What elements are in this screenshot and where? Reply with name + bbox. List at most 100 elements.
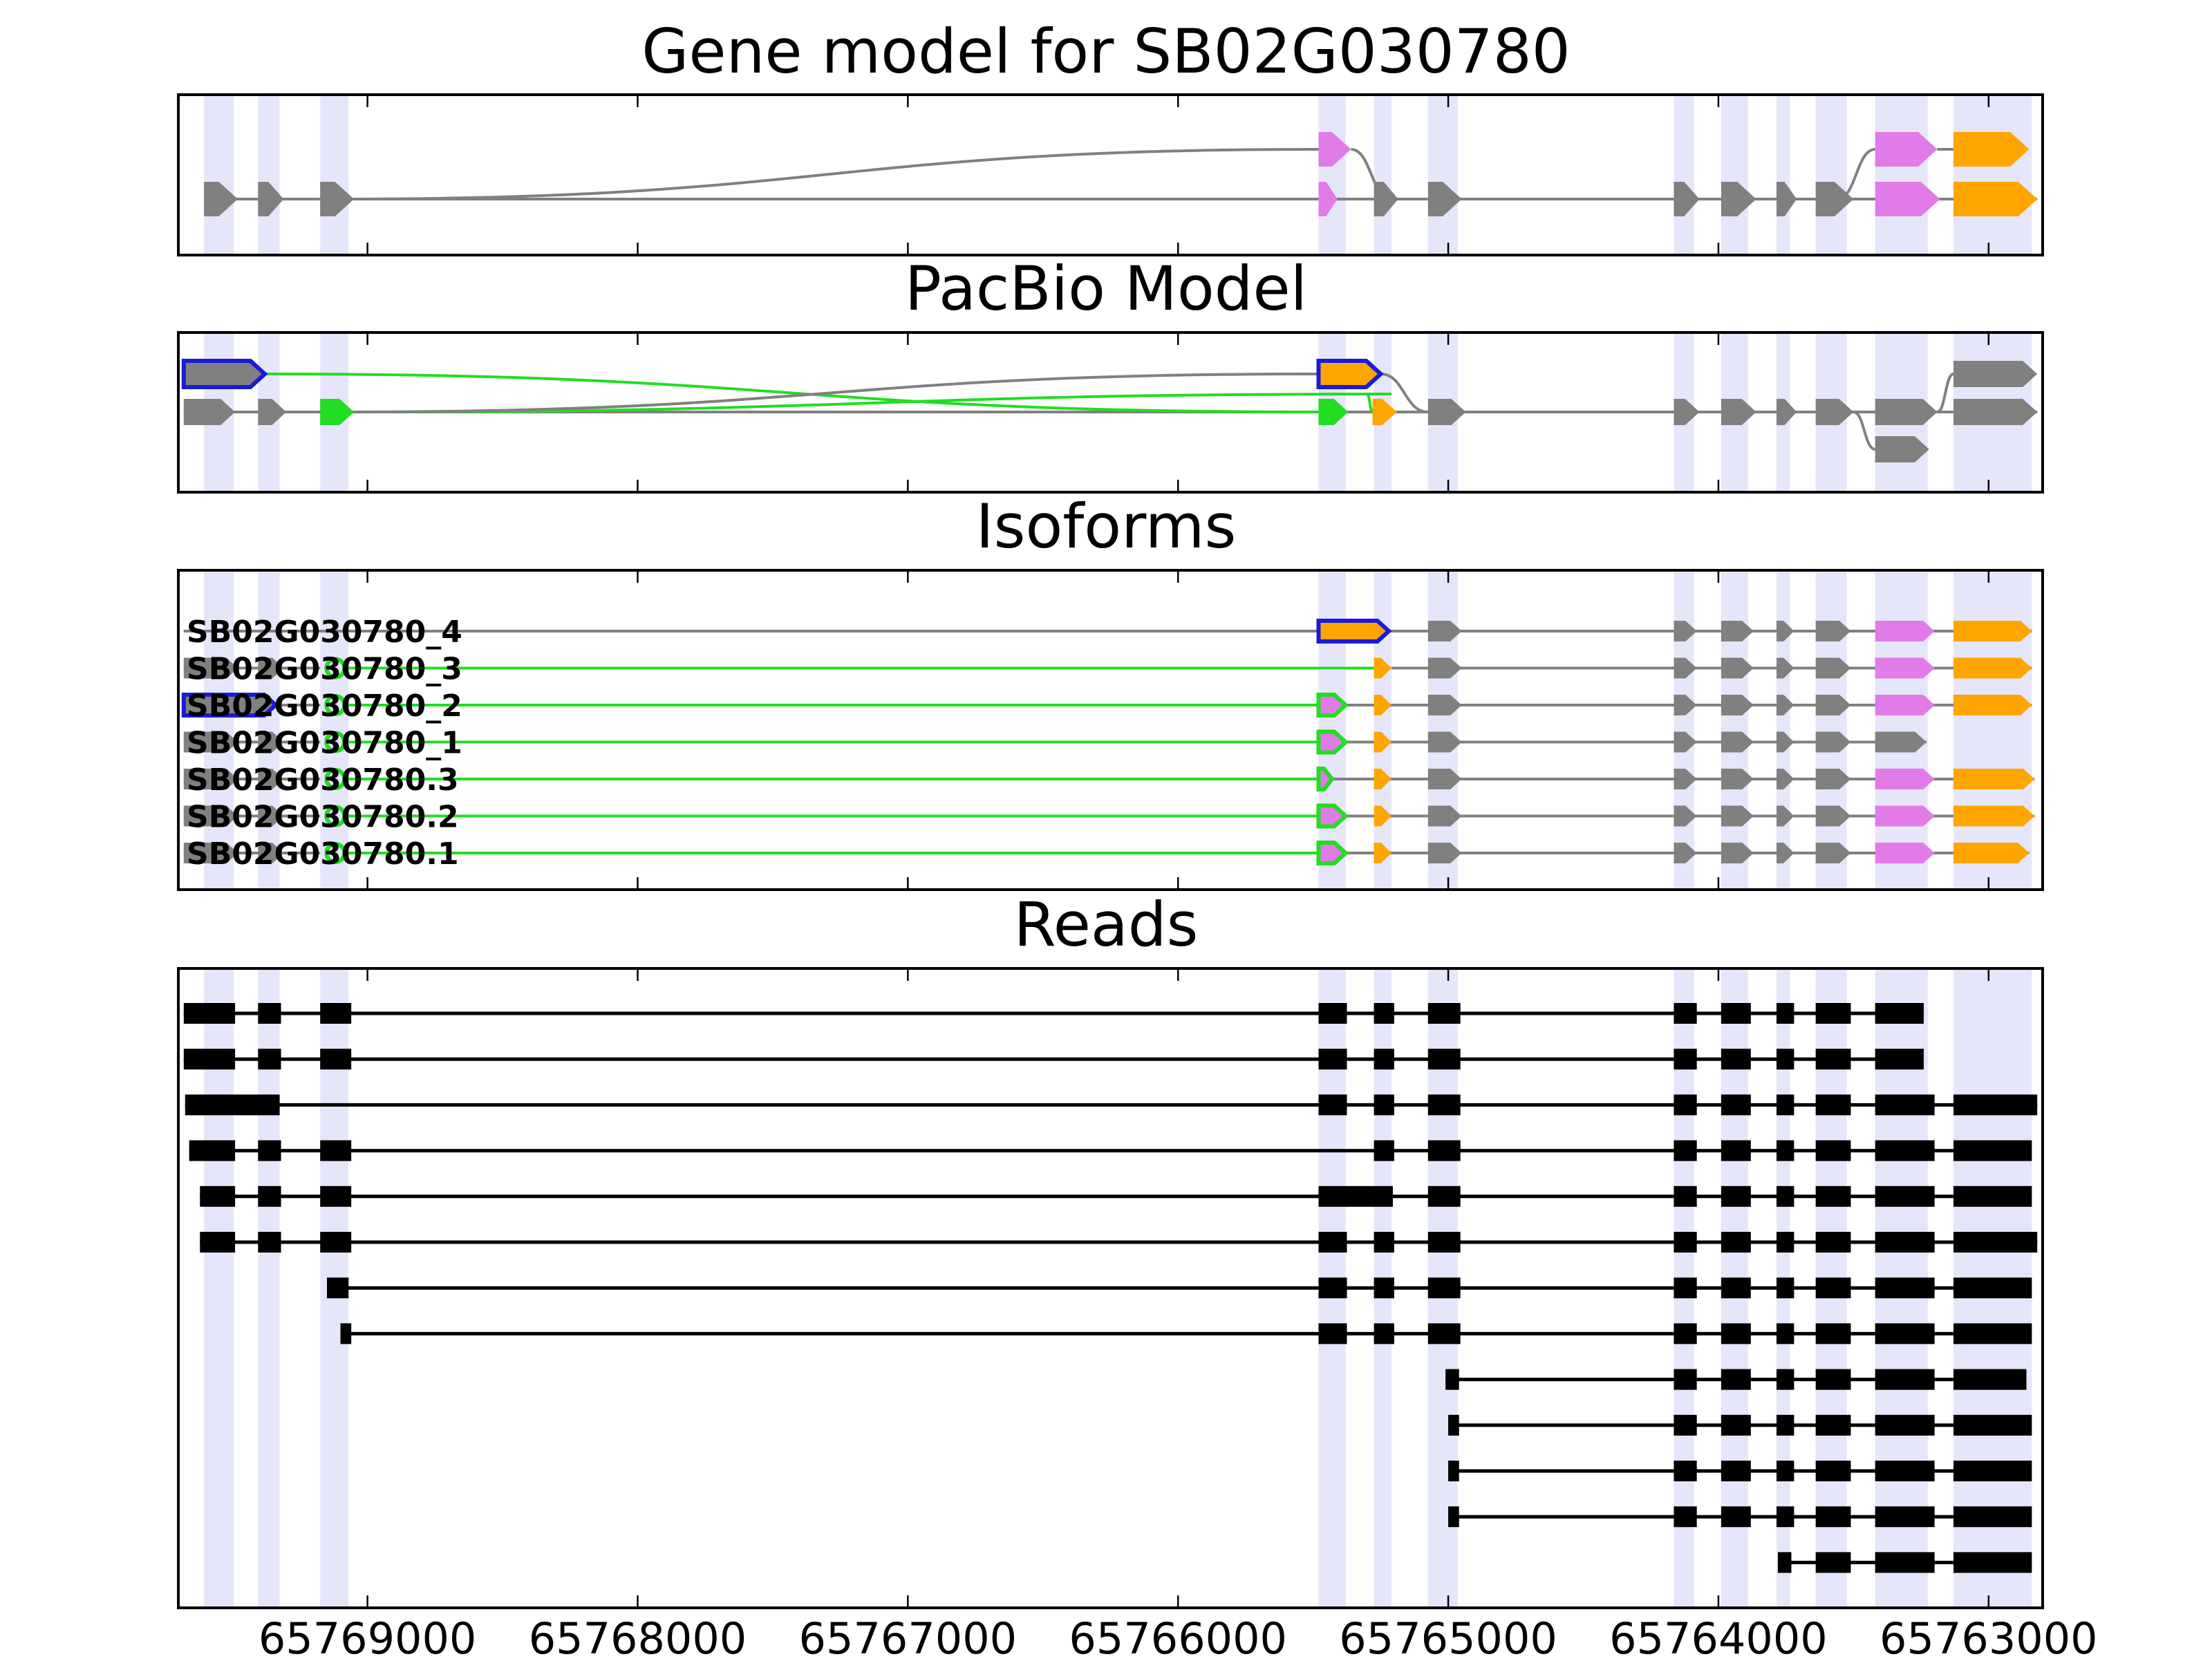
isoform-label: SB02G030780_4 <box>187 615 462 650</box>
exon-arrow <box>258 769 284 789</box>
novel-exon-marker <box>324 842 347 864</box>
exon-arrow <box>1721 621 1754 641</box>
exon-shade-band <box>258 968 280 1608</box>
novel-splice-junction <box>354 393 1392 413</box>
read-block <box>1815 1414 1851 1436</box>
isoform-label: SB02G030780.2 <box>187 800 459 835</box>
exon-arrow <box>1777 731 1794 753</box>
exon-arrow <box>1316 729 1349 755</box>
exon-arrow <box>1875 132 1938 167</box>
read-block <box>1875 1185 1935 1207</box>
read-block <box>1815 1369 1851 1390</box>
exon-arrow <box>1953 361 2038 387</box>
read-block <box>258 1185 281 1207</box>
exon-arrow <box>258 182 284 216</box>
read-block <box>1815 1140 1851 1161</box>
exon-arrow <box>1777 399 1797 425</box>
exon-arrow <box>1318 182 1338 216</box>
exon-arrow <box>183 805 238 827</box>
exon-arrow <box>183 731 238 753</box>
exon-arrow <box>1815 399 1854 425</box>
read-block <box>1674 1277 1697 1299</box>
read-block <box>1875 1369 1935 1390</box>
exon-arrow <box>1427 621 1462 641</box>
exon-arrow <box>1953 182 2038 216</box>
exon-arrow <box>1815 695 1851 715</box>
exon-arrow <box>1427 657 1462 679</box>
splice-junction <box>340 373 1319 413</box>
read-block <box>320 1049 352 1070</box>
read-block <box>326 1277 349 1299</box>
read-block <box>1374 1323 1394 1344</box>
reads-frame <box>177 967 2044 1609</box>
read-block <box>1721 1049 1751 1070</box>
read-block <box>1875 1277 1935 1299</box>
read-block <box>1875 1049 1924 1070</box>
exon-shade-band <box>204 95 234 255</box>
exon-arrow <box>1372 399 1397 425</box>
read-block <box>1721 1185 1751 1207</box>
gene-model-panel <box>177 93 2044 256</box>
splice-junction <box>1936 373 1954 413</box>
read-block <box>1318 1003 1347 1024</box>
exon-arrow <box>1721 769 1754 789</box>
read-block <box>1875 1140 1935 1161</box>
read-block <box>1448 1506 1459 1528</box>
exon-arrow <box>1777 843 1794 863</box>
exon-arrow <box>1721 843 1754 863</box>
exon-arrow <box>320 182 355 216</box>
exon-arrow <box>1427 731 1462 753</box>
exon-arrow <box>1721 399 1756 425</box>
read-block <box>1776 1003 1794 1024</box>
exon-shade-band <box>1374 570 1392 890</box>
exon-shade-band <box>1953 95 2032 255</box>
read-block <box>1318 1049 1347 1070</box>
read-block <box>1374 1094 1394 1116</box>
novel-exon-marker <box>324 768 347 790</box>
exon-shade-band <box>1953 570 2032 890</box>
read-block <box>1815 1461 1851 1481</box>
read-block <box>1953 1232 2038 1253</box>
read-block <box>1953 1461 2032 1481</box>
read-block <box>200 1232 236 1253</box>
exon-shade-band <box>1318 95 1346 255</box>
exon-arrow <box>1318 399 1349 425</box>
read-block <box>1815 1277 1851 1299</box>
read-block <box>1674 1140 1697 1161</box>
exon-arrow <box>1953 695 2032 715</box>
exon-arrow <box>258 805 284 827</box>
read-block <box>1776 1323 1794 1344</box>
read-block <box>1815 1094 1851 1116</box>
read-block <box>1815 1506 1851 1528</box>
read-block <box>320 1140 352 1161</box>
exon-arrow <box>1674 731 1697 753</box>
exon-arrow <box>1318 132 1351 167</box>
exon-arrow <box>1427 695 1462 715</box>
exon-arrow <box>183 769 238 789</box>
exon-arrow <box>204 182 238 216</box>
read-block <box>1815 1323 1851 1344</box>
read-block <box>1875 1232 1935 1253</box>
read-block <box>258 1003 281 1024</box>
exon-arrow <box>183 657 238 679</box>
read-block <box>1953 1414 2032 1436</box>
read-block <box>1674 1185 1697 1207</box>
exon-arrow <box>1316 841 1349 865</box>
exon-shade-band <box>1427 570 1458 890</box>
read-block <box>258 1232 281 1253</box>
read-block <box>1427 1094 1461 1116</box>
exon-arrow <box>1953 805 2035 827</box>
read-block <box>1721 1277 1751 1299</box>
exon-arrow <box>1316 803 1349 829</box>
read-block <box>1721 1323 1751 1344</box>
exon-shade-band <box>1674 95 1694 255</box>
read-block <box>1953 1140 2032 1161</box>
read-block <box>1427 1277 1461 1299</box>
exon-shade-band <box>1815 570 1847 890</box>
isoforms-frame <box>177 569 2044 891</box>
read-block <box>1427 1049 1461 1070</box>
exon-arrow <box>1875 182 1940 216</box>
read-block <box>1953 1506 2032 1528</box>
exon-arrow <box>1374 843 1391 863</box>
read-block <box>1776 1094 1794 1116</box>
